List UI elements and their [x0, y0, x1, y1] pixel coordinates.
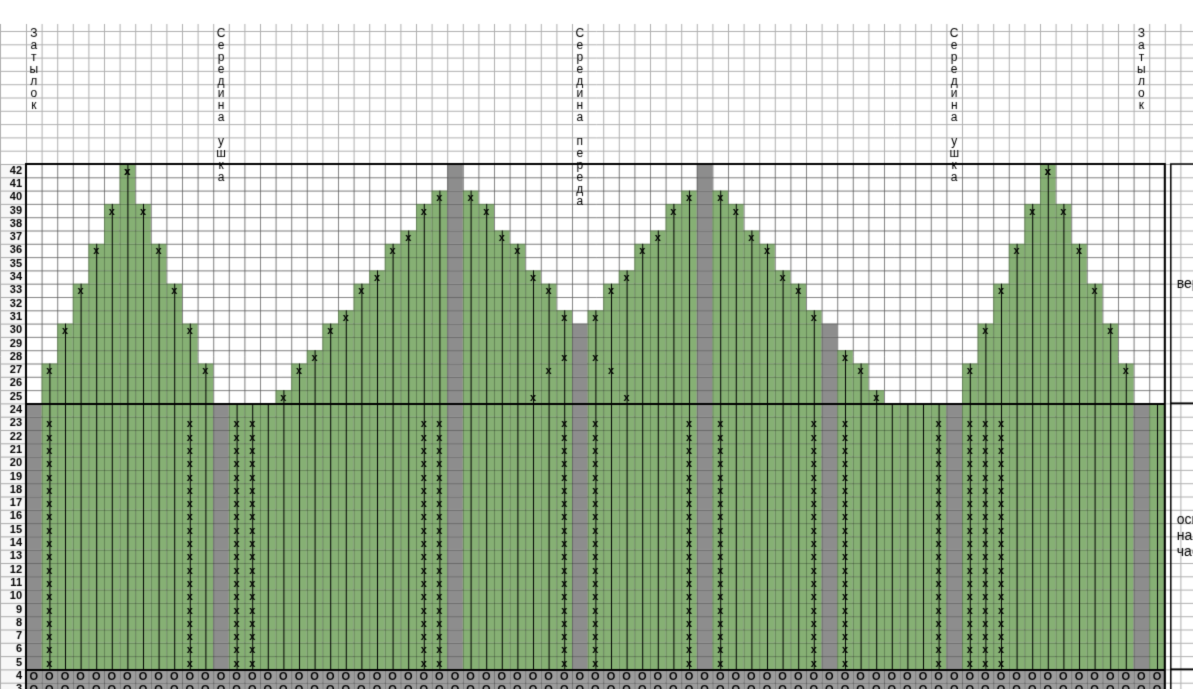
knitting-chart	[0, 0, 1193, 689]
